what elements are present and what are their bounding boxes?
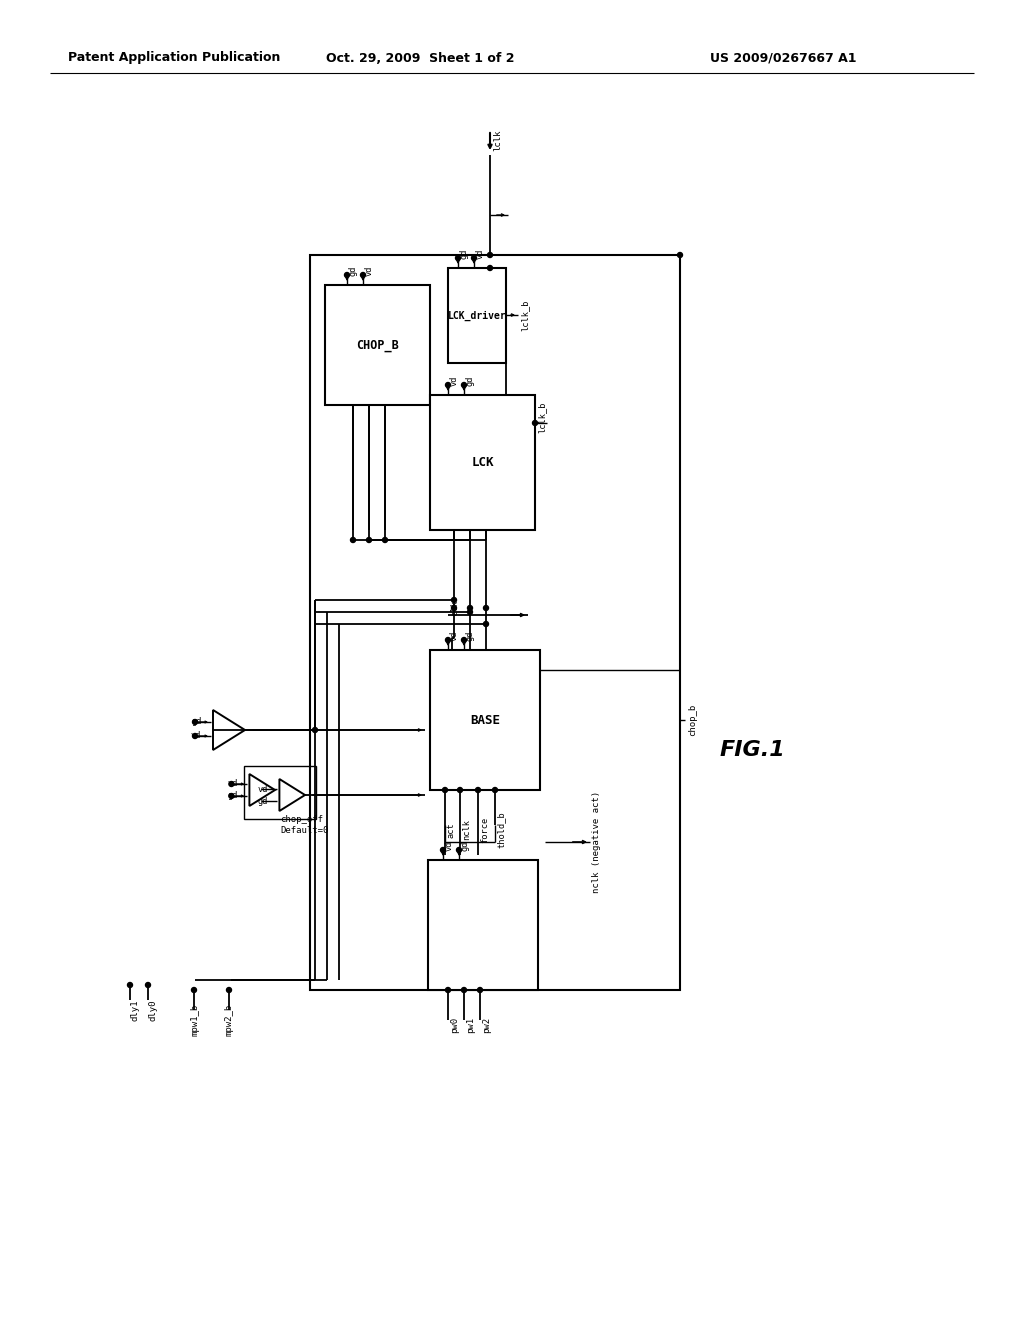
Text: US 2009/0267667 A1: US 2009/0267667 A1 bbox=[710, 51, 856, 65]
Circle shape bbox=[468, 610, 472, 615]
Circle shape bbox=[477, 987, 482, 993]
Bar bbox=[310, 255, 680, 990]
Text: BASE: BASE bbox=[470, 714, 500, 726]
Circle shape bbox=[383, 537, 387, 543]
Text: Oct. 29, 2009  Sheet 1 of 2: Oct. 29, 2009 Sheet 1 of 2 bbox=[326, 51, 514, 65]
Circle shape bbox=[229, 793, 233, 799]
Circle shape bbox=[456, 256, 461, 260]
Text: vd: vd bbox=[444, 841, 454, 851]
Circle shape bbox=[487, 265, 493, 271]
Bar bbox=[325, 285, 430, 405]
Circle shape bbox=[445, 638, 451, 643]
Text: gd: gd bbox=[466, 376, 474, 387]
Text: dly1: dly1 bbox=[131, 999, 140, 1020]
Bar bbox=[430, 649, 540, 789]
Circle shape bbox=[367, 537, 372, 543]
Text: vd: vd bbox=[475, 248, 484, 259]
Bar bbox=[430, 395, 535, 531]
Circle shape bbox=[493, 788, 498, 792]
Text: lclk: lclk bbox=[493, 129, 502, 150]
Text: act: act bbox=[447, 822, 456, 838]
Text: vd: vd bbox=[257, 784, 268, 793]
Circle shape bbox=[442, 788, 447, 792]
Text: FIG.1: FIG.1 bbox=[720, 741, 785, 760]
Text: LCK_driver: LCK_driver bbox=[447, 310, 507, 321]
Circle shape bbox=[445, 383, 451, 388]
Circle shape bbox=[229, 781, 233, 787]
Text: vd: vd bbox=[365, 265, 374, 276]
Text: gd: gd bbox=[227, 792, 238, 800]
Circle shape bbox=[458, 788, 463, 792]
Circle shape bbox=[678, 252, 683, 257]
Text: vd: vd bbox=[450, 376, 459, 387]
Circle shape bbox=[193, 734, 198, 738]
Text: gd: gd bbox=[257, 796, 268, 805]
Circle shape bbox=[462, 383, 467, 388]
Circle shape bbox=[468, 606, 472, 610]
Text: nclk: nclk bbox=[462, 820, 471, 841]
Circle shape bbox=[475, 788, 480, 792]
Text: clk: clk bbox=[450, 599, 459, 616]
Circle shape bbox=[445, 987, 451, 993]
Bar bbox=[449, 268, 506, 363]
Bar bbox=[428, 861, 538, 990]
Text: pw1: pw1 bbox=[466, 1016, 475, 1034]
Text: vd: vd bbox=[191, 731, 202, 741]
Circle shape bbox=[344, 272, 349, 277]
Text: force: force bbox=[480, 817, 489, 843]
Text: gd: gd bbox=[460, 248, 469, 259]
Text: lclk_b: lclk_b bbox=[520, 300, 529, 331]
Text: gd: gd bbox=[348, 265, 357, 276]
Circle shape bbox=[128, 982, 132, 987]
Text: LCK: LCK bbox=[471, 455, 494, 469]
Circle shape bbox=[440, 847, 445, 853]
Circle shape bbox=[457, 847, 462, 853]
Text: mpw2_b: mpw2_b bbox=[225, 1005, 234, 1036]
Text: gd: gd bbox=[466, 631, 474, 642]
Circle shape bbox=[360, 272, 366, 277]
Text: chop_off
Default=0: chop_off Default=0 bbox=[280, 816, 329, 834]
Circle shape bbox=[532, 421, 538, 425]
Text: chop_b: chop_b bbox=[688, 704, 697, 737]
Text: CHOP_B: CHOP_B bbox=[356, 338, 399, 351]
Text: pw2: pw2 bbox=[482, 1016, 490, 1034]
Text: vd: vd bbox=[227, 780, 238, 788]
Text: thold_b: thold_b bbox=[497, 812, 506, 849]
Text: Patent Application Publication: Patent Application Publication bbox=[68, 51, 281, 65]
Text: nclk (negative act): nclk (negative act) bbox=[592, 791, 601, 894]
Text: dly0: dly0 bbox=[150, 999, 158, 1020]
Circle shape bbox=[462, 638, 467, 643]
Circle shape bbox=[145, 982, 151, 987]
Text: mpw1_b: mpw1_b bbox=[190, 1005, 199, 1036]
Circle shape bbox=[483, 622, 488, 627]
Circle shape bbox=[193, 719, 198, 725]
Circle shape bbox=[452, 606, 457, 610]
Text: vd: vd bbox=[450, 631, 459, 642]
Circle shape bbox=[191, 987, 197, 993]
Circle shape bbox=[226, 987, 231, 993]
Circle shape bbox=[350, 537, 355, 543]
Bar bbox=[245, 766, 316, 818]
Circle shape bbox=[462, 987, 467, 993]
Circle shape bbox=[487, 252, 493, 257]
Circle shape bbox=[483, 606, 488, 610]
Circle shape bbox=[452, 598, 457, 602]
Circle shape bbox=[471, 256, 476, 260]
Circle shape bbox=[312, 727, 317, 733]
Text: gd: gd bbox=[461, 841, 469, 851]
Text: pw0: pw0 bbox=[450, 1016, 459, 1034]
Text: gd: gd bbox=[191, 718, 202, 726]
Text: lclk_b: lclk_b bbox=[537, 401, 546, 433]
